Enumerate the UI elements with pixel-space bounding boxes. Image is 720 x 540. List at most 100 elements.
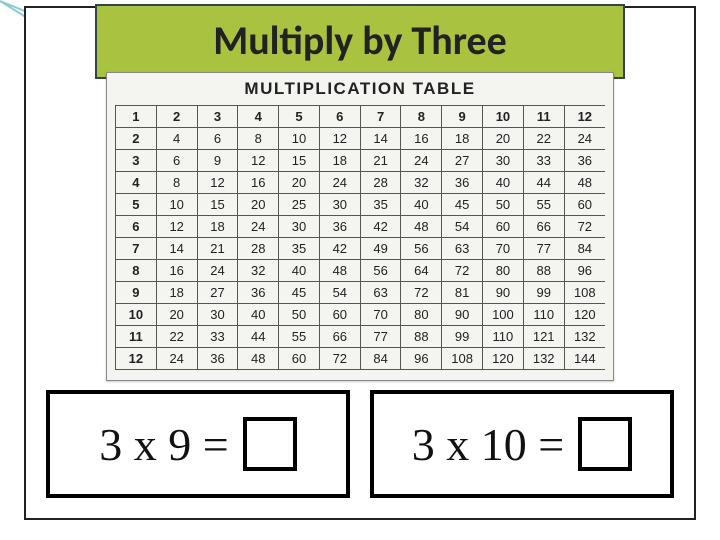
table-cell: 56	[360, 260, 401, 282]
table-cell: 15	[197, 194, 238, 216]
table-cell: 32	[238, 260, 279, 282]
table-cell: 20	[238, 194, 279, 216]
table-cell: 40	[279, 260, 320, 282]
table-cell: 70	[483, 238, 524, 260]
table-cell: 42	[319, 238, 360, 260]
table-cell: 66	[319, 326, 360, 348]
table-cell: 64	[401, 260, 442, 282]
table-cell: 77	[523, 238, 564, 260]
table-cell: 18	[156, 282, 197, 304]
table-cell: 72	[401, 282, 442, 304]
table-cell: 54	[442, 216, 483, 238]
table-cell: 8	[116, 260, 157, 282]
table-cell: 63	[442, 238, 483, 260]
table-cell: 22	[523, 128, 564, 150]
table-cell: 35	[360, 194, 401, 216]
table-cell: 35	[279, 238, 320, 260]
table-cell: 100	[483, 304, 524, 326]
table-cell: 32	[401, 172, 442, 194]
table-row: 123456789101112	[116, 106, 606, 128]
table-cell: 84	[360, 348, 401, 370]
table-cell: 72	[442, 260, 483, 282]
table-cell: 30	[319, 194, 360, 216]
table-cell: 28	[238, 238, 279, 260]
table-cell: 40	[483, 172, 524, 194]
table-cell: 9	[197, 150, 238, 172]
table-cell: 55	[279, 326, 320, 348]
table-cell: 7	[360, 106, 401, 128]
table-cell: 18	[197, 216, 238, 238]
table-cell: 144	[564, 348, 605, 370]
table-cell: 36	[442, 172, 483, 194]
problem-2-answer-box[interactable]	[578, 417, 632, 471]
problem-2-text: 3 x 10 =	[412, 418, 564, 471]
table-cell: 7	[116, 238, 157, 260]
table-cell: 24	[197, 260, 238, 282]
table-cell: 10	[279, 128, 320, 150]
table-cell: 96	[401, 348, 442, 370]
table-cell: 6	[319, 106, 360, 128]
table-cell: 132	[564, 326, 605, 348]
title-bar: Multiply by Three	[95, 4, 625, 79]
table-cell: 25	[279, 194, 320, 216]
table-cell: 6	[156, 150, 197, 172]
table-cell: 88	[401, 326, 442, 348]
table-cell: 12	[197, 172, 238, 194]
table-row: 71421283542495663707784	[116, 238, 606, 260]
table-cell: 16	[401, 128, 442, 150]
table-row: 918273645546372819099108	[116, 282, 606, 304]
table-cell: 99	[442, 326, 483, 348]
table-cell: 12	[116, 348, 157, 370]
slide-frame: Multiply by Three MULTIPLICATION TABLE 1…	[24, 6, 696, 520]
table-cell: 30	[279, 216, 320, 238]
table-cell: 6	[197, 128, 238, 150]
table-cell: 36	[197, 348, 238, 370]
table-cell: 24	[238, 216, 279, 238]
table-cell: 33	[523, 150, 564, 172]
table-cell: 14	[156, 238, 197, 260]
table-cell: 11	[116, 326, 157, 348]
table-cell: 10	[483, 106, 524, 128]
table-cell: 20	[483, 128, 524, 150]
table-cell: 6	[116, 216, 157, 238]
table-cell: 60	[319, 304, 360, 326]
problem-2: 3 x 10 =	[370, 390, 674, 498]
table-cell: 11	[523, 106, 564, 128]
table-cell: 12	[238, 150, 279, 172]
table-cell: 24	[319, 172, 360, 194]
table-cell: 48	[401, 216, 442, 238]
problem-1-answer-box[interactable]	[243, 417, 297, 471]
table-cell: 88	[523, 260, 564, 282]
table-cell: 50	[483, 194, 524, 216]
table-cell: 110	[523, 304, 564, 326]
table-cell: 132	[523, 348, 564, 370]
table-cell: 18	[442, 128, 483, 150]
table-cell: 49	[360, 238, 401, 260]
table-cell: 33	[197, 326, 238, 348]
table-row: 369121518212427303336	[116, 150, 606, 172]
table-cell: 45	[279, 282, 320, 304]
multiplication-table-panel: MULTIPLICATION TABLE 1234567891011122468…	[106, 72, 614, 381]
table-cell: 40	[238, 304, 279, 326]
table-cell: 12	[156, 216, 197, 238]
table-row: 112233445566778899110121132	[116, 326, 606, 348]
table-cell: 80	[483, 260, 524, 282]
table-cell: 99	[523, 282, 564, 304]
table-cell: 48	[319, 260, 360, 282]
table-cell: 55	[523, 194, 564, 216]
table-cell: 48	[564, 172, 605, 194]
table-row: 4812162024283236404448	[116, 172, 606, 194]
table-row: 51015202530354045505560	[116, 194, 606, 216]
table-row: 24681012141618202224	[116, 128, 606, 150]
table-cell: 4	[116, 172, 157, 194]
table-cell: 44	[238, 326, 279, 348]
table-cell: 21	[197, 238, 238, 260]
table-cell: 36	[319, 216, 360, 238]
table-cell: 1	[116, 106, 157, 128]
table-cell: 14	[360, 128, 401, 150]
table-cell: 4	[156, 128, 197, 150]
table-cell: 8	[401, 106, 442, 128]
table-cell: 45	[442, 194, 483, 216]
table-cell: 12	[564, 106, 605, 128]
table-cell: 12	[319, 128, 360, 150]
